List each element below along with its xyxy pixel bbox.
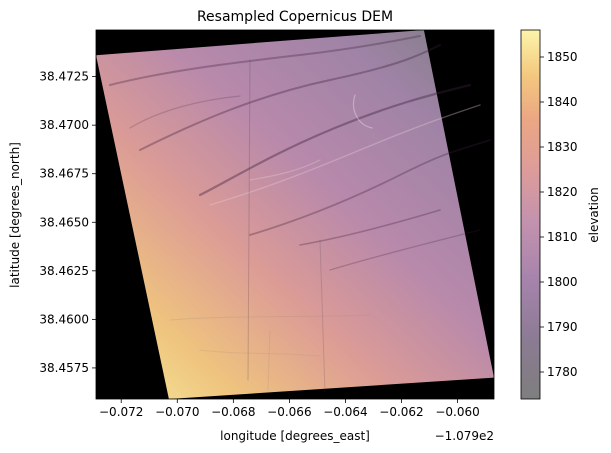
y-tick-label: 38.4625 <box>39 264 89 278</box>
colorbar-tick-label: 1810 <box>547 230 578 244</box>
colorbar <box>520 29 541 400</box>
colorbar-tick-label: 1820 <box>547 185 578 199</box>
y-axis: 38.4575 38.4600 38.4625 38.4650 38.4675 38.47… <box>39 70 96 375</box>
x-tick-label: −0.062 <box>379 405 423 419</box>
y-tick-label: 38.4675 <box>39 167 89 181</box>
colorbar-tick-label: 1850 <box>547 50 578 64</box>
x-tick-label: −0.064 <box>323 405 367 419</box>
y-axis-label: latitude [degrees_north] <box>8 142 22 288</box>
y-tick-label: 38.4575 <box>39 361 89 375</box>
y-tick-label: 38.4700 <box>39 118 89 132</box>
x-tick-label: −0.066 <box>267 405 311 419</box>
elevation-raster <box>96 30 494 399</box>
colorbar-tick-label: 1830 <box>547 140 578 154</box>
y-tick-label: 38.4600 <box>39 312 89 326</box>
colorbar-label: elevation <box>587 187 601 243</box>
x-axis: −0.072 −0.070 −0.068 −0.066 −0.064 −0.062 −0.0… <box>99 399 480 419</box>
x-axis-offset: −1.079e2 <box>435 429 494 443</box>
y-tick-label: 38.4725 <box>39 70 89 84</box>
colorbar-ticks: 1780 1790 1800 1810 1820 1830 1840 1850 <box>540 50 578 379</box>
x-tick-label: −0.060 <box>435 405 479 419</box>
x-axis-label: longitude [degrees_east] <box>220 429 370 443</box>
x-tick-label: −0.070 <box>155 405 199 419</box>
colorbar-tick-label: 1840 <box>547 95 578 109</box>
colorbar-tick-label: 1780 <box>547 365 578 379</box>
colorbar-tick-label: 1790 <box>547 320 578 334</box>
axes-frame <box>95 29 495 400</box>
colorbar-tick-label: 1800 <box>547 275 578 289</box>
x-tick-label: −0.072 <box>99 405 143 419</box>
chart-title: Resampled Copernicus DEM <box>197 9 393 25</box>
y-tick-label: 38.4650 <box>39 215 89 229</box>
hillshade-features <box>109 35 491 393</box>
x-tick-label: −0.068 <box>211 405 255 419</box>
